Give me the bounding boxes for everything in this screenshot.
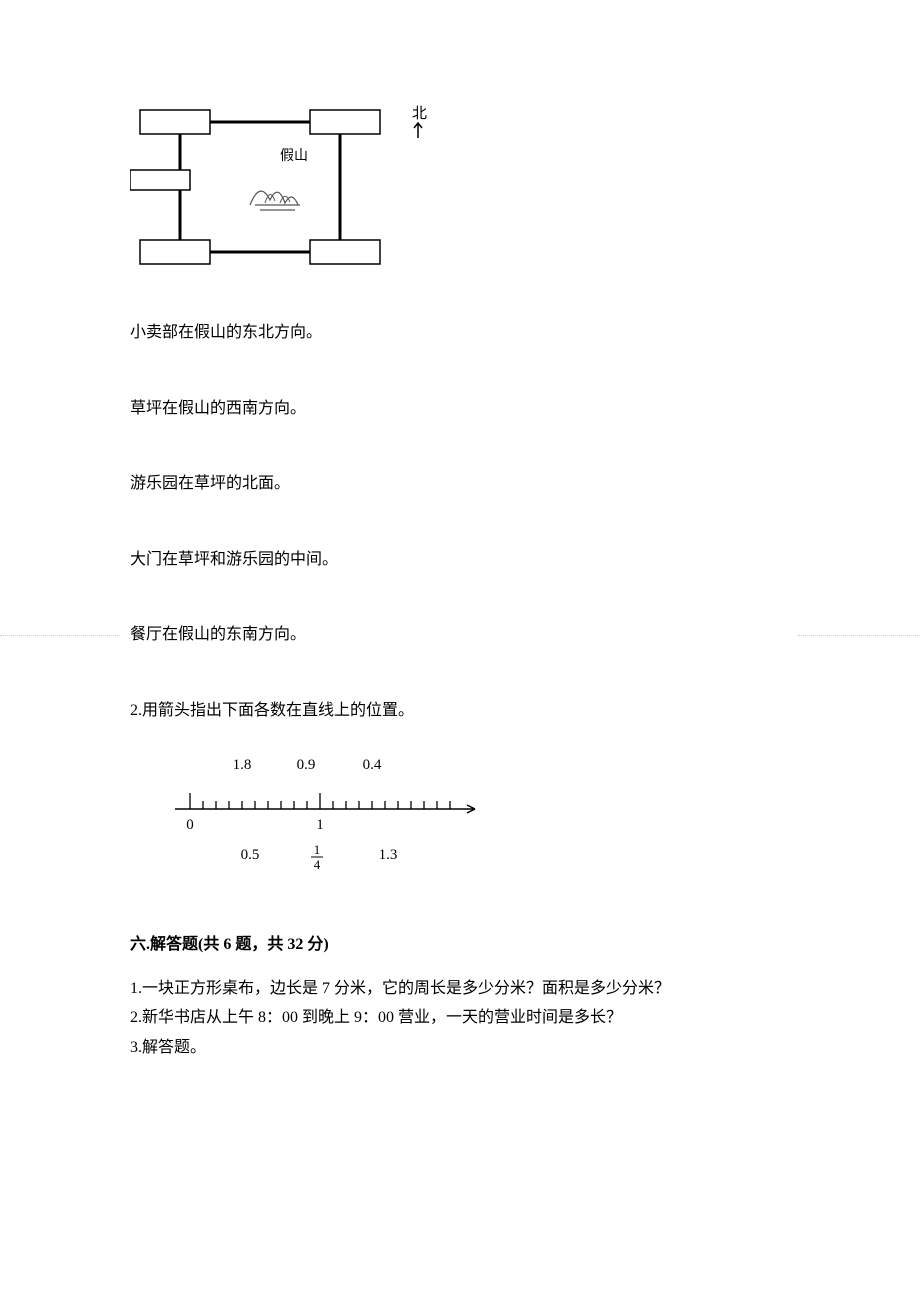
- top-val-2: 0.9: [297, 757, 316, 773]
- map-svg: 假山 北: [130, 100, 440, 280]
- map-diagram: 假山 北: [130, 100, 790, 280]
- svg-text:4: 4: [314, 857, 321, 872]
- section-6-q3: 3.解答题。: [130, 1035, 790, 1061]
- statement-5-text: 餐厅在假山的东南方向。: [130, 626, 306, 643]
- statement-4: 大门在草坪和游乐园的中间。: [130, 547, 790, 573]
- number-line-diagram: 1.8 0.9 0.4 0 1 0.5 1 4 1.3: [150, 754, 790, 893]
- statement-3: 游乐园在草坪的北面。: [130, 471, 790, 497]
- section-6-header: 六.解答题(共 6 题，共 32 分): [130, 932, 790, 958]
- section-6-q1: 1.一块正方形桌布，边长是 7 分米，它的周长是多少分米？面积是多少分米？: [130, 976, 790, 1002]
- top-val-1: 1.8: [233, 757, 252, 773]
- bottom-val-1: 0.5: [241, 847, 260, 863]
- statement-5: 餐厅在假山的东南方向。: [130, 622, 790, 648]
- north-label: 北: [412, 105, 427, 122]
- axis-zero: 0: [186, 817, 194, 833]
- svg-text:1: 1: [314, 842, 321, 857]
- question-2-label: 2.用箭头指出下面各数在直线上的位置。: [130, 698, 790, 724]
- bottom-val-2-fraction: 1 4: [311, 842, 323, 872]
- axis-one: 1: [316, 817, 324, 833]
- section-6-q2: 2.新华书店从上午 8：00 到晚上 9：00 营业，一天的营业时间是多长？: [130, 1005, 790, 1031]
- bottom-val-3: 1.3: [379, 847, 398, 863]
- center-label: 假山: [280, 148, 308, 164]
- top-val-3: 0.4: [363, 757, 382, 773]
- statement-1: 小卖部在假山的东北方向。: [130, 320, 790, 346]
- statement-2: 草坪在假山的西南方向。: [130, 396, 790, 422]
- number-line-svg: 1.8 0.9 0.4 0 1 0.5 1 4 1.3: [150, 754, 490, 884]
